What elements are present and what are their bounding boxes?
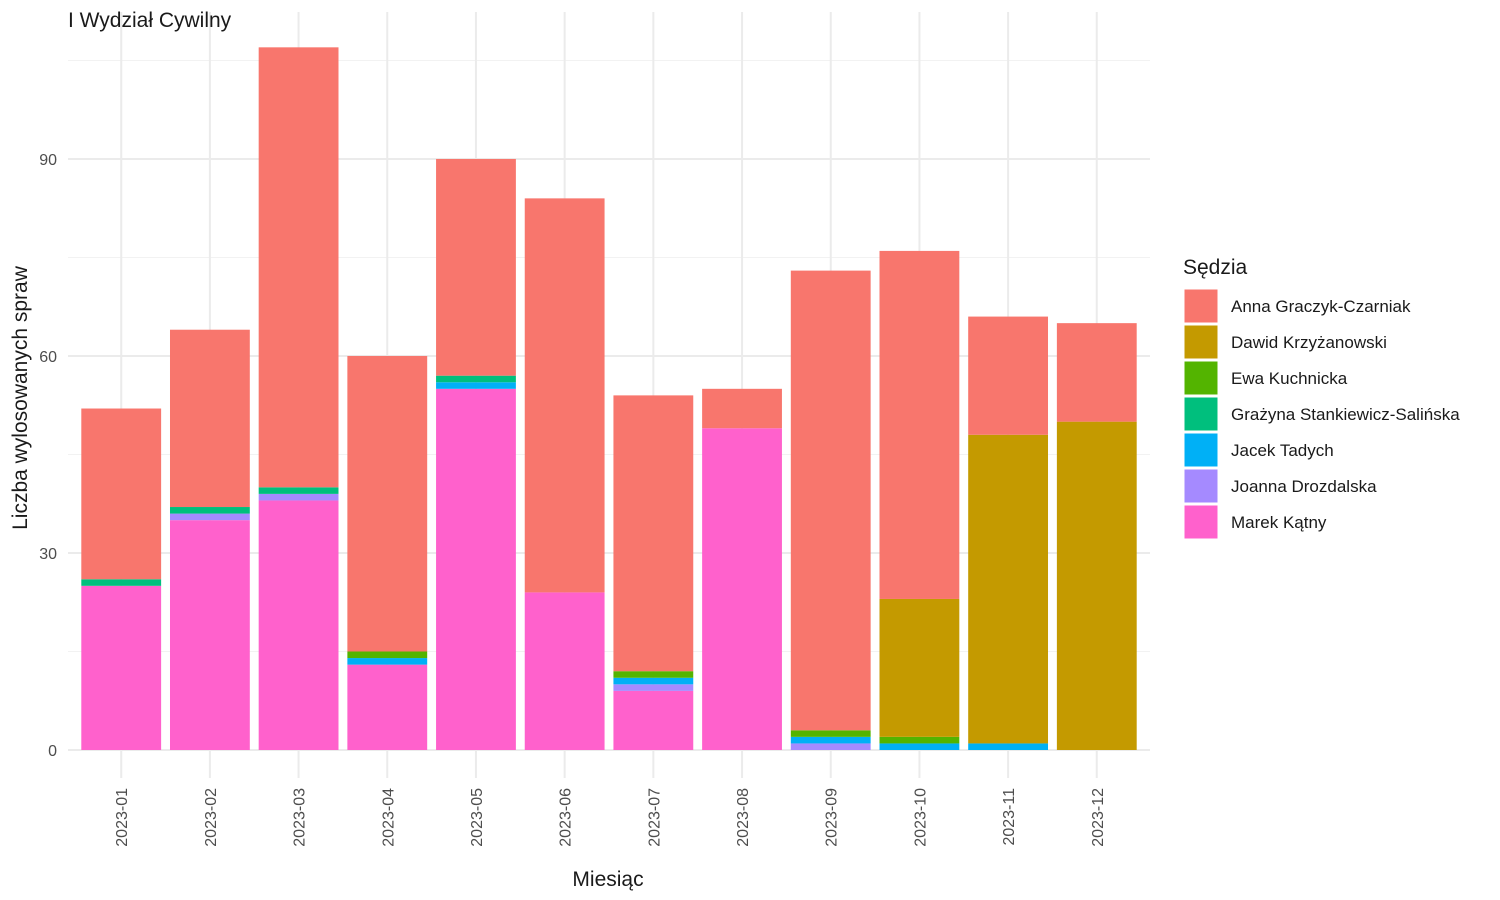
y-axis-title: Liczba wylosowanych spraw (9, 265, 32, 530)
legend-label: Dawid Krzyżanowski (1231, 333, 1387, 352)
bar-segment (1056, 323, 1137, 422)
bar-segment (613, 395, 694, 672)
axis-layer: 0 30 60 90 2023-01 2023-02 2023-03 2023-04 2023-… (39, 152, 1107, 847)
bar-segment (968, 434, 1049, 744)
bar-segment (81, 408, 162, 580)
bar-segment (169, 507, 250, 514)
legend-key (1183, 432, 1219, 468)
x-tick-label: 2023-09 (824, 788, 841, 847)
bar-segment (169, 513, 250, 521)
x-axis-title: Miesiąc (572, 868, 643, 891)
bar-segment (879, 736, 960, 744)
y-tick-label: 30 (39, 546, 57, 563)
bar-segment (790, 736, 871, 744)
bar-segment (258, 493, 339, 501)
bar-segment (169, 329, 250, 508)
legend-label: Grażyna Stankiewicz-Salińska (1231, 405, 1460, 424)
bar-segment (81, 579, 162, 586)
y-tick-label: 90 (39, 152, 57, 169)
legend-label: Marek Kątny (1231, 513, 1327, 532)
bar-segment (347, 651, 428, 659)
bar-segment (436, 388, 516, 750)
legend-label: Joanna Drozdalska (1231, 477, 1377, 496)
bar-segment (613, 690, 694, 750)
bar-segment (968, 316, 1049, 435)
bar-segment (790, 743, 871, 750)
bar-segment (436, 158, 516, 376)
legend-key (1183, 360, 1219, 396)
bars-layer (81, 47, 1137, 750)
bar-segment (702, 428, 782, 750)
legend-label: Jacek Tadych (1231, 441, 1334, 460)
x-tick-label: 2023-10 (912, 788, 929, 847)
bar-segment (347, 664, 428, 750)
bar-segment (790, 730, 871, 737)
bar-segment (347, 658, 428, 665)
x-tick-label: 2023-11 (1001, 788, 1018, 846)
bar-segment (879, 743, 960, 750)
legend-key (1183, 324, 1219, 360)
bar-segment (879, 598, 960, 737)
bar-segment (436, 375, 516, 383)
legend-label: Anna Graczyk-Czarniak (1231, 297, 1411, 316)
legend-key (1183, 288, 1219, 324)
legend-key (1183, 396, 1219, 432)
bar-segment (258, 47, 339, 488)
x-tick-label: 2023-02 (203, 788, 220, 847)
y-tick-label: 0 (48, 743, 57, 760)
bar-segment (702, 388, 782, 429)
chart-title: I Wydział Cywilny (68, 9, 232, 32)
legend-key (1183, 504, 1219, 540)
y-tick-label: 60 (39, 349, 57, 366)
bar-segment (968, 743, 1049, 750)
x-tick-label: 2023-08 (735, 788, 752, 847)
x-tick-label: 2023-05 (469, 788, 486, 847)
x-tick-label: 2023-06 (558, 788, 575, 847)
bar-segment (1056, 421, 1137, 750)
bar-segment (258, 487, 339, 494)
legend-title: Sędzia (1183, 256, 1248, 279)
bar-segment (524, 592, 605, 750)
bar-segment (879, 250, 960, 599)
bar-segment (613, 684, 694, 691)
bar-segment (81, 585, 162, 750)
bar-segment (169, 520, 250, 750)
bar-segment (790, 270, 871, 731)
bar-segment (613, 671, 694, 678)
x-tick-label: 2023-03 (292, 788, 309, 847)
bar-segment (613, 677, 694, 685)
bar-segment (347, 355, 428, 652)
bar-segment (524, 198, 605, 593)
x-tick-label: 2023-04 (380, 788, 397, 847)
legend: Sędzia Anna Graczyk-Czarniak Dawid Krzyża… (1183, 256, 1460, 540)
legend-key (1183, 468, 1219, 504)
bar-segment (258, 500, 339, 750)
bar-segment (436, 382, 516, 389)
legend-label: Ewa Kuchnicka (1231, 369, 1348, 388)
x-tick-label: 2023-12 (1090, 788, 1107, 847)
x-tick-label: 2023-07 (646, 788, 663, 847)
x-tick-label: 2023-01 (114, 788, 131, 847)
